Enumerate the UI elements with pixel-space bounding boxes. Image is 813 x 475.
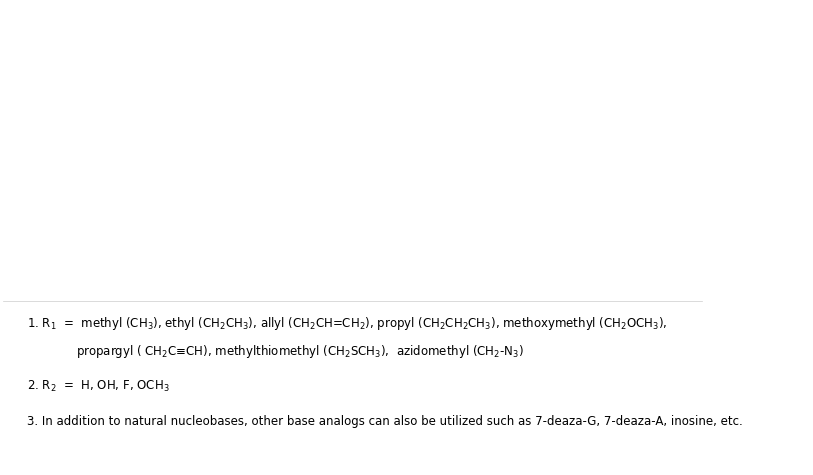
Text: 2. R$_2$  =  H, OH, F, OCH$_3$: 2. R$_2$ = H, OH, F, OCH$_3$: [28, 379, 170, 394]
FancyBboxPatch shape: [531, 21, 699, 287]
Text: propargyl ( CH$_2$C≡CH), methylthiomethyl (CH$_2$SCH$_3$),  azidomethyl (CH$_2$-: propargyl ( CH$_2$C≡CH), methylthiomethy…: [76, 343, 524, 360]
Text: 1. R$_1$  =  methyl (CH$_3$), ethyl (CH$_2$CH$_3$), allyl (CH$_2$CH=CH$_2$), pro: 1. R$_1$ = methyl (CH$_3$), ethyl (CH$_2…: [28, 315, 667, 332]
FancyBboxPatch shape: [531, 134, 699, 404]
FancyBboxPatch shape: [356, 21, 524, 287]
Text: 3. In addition to natural nucleobases, other base analogs can also be utilized s: 3. In addition to natural nucleobases, o…: [28, 415, 743, 428]
FancyBboxPatch shape: [7, 21, 174, 287]
FancyBboxPatch shape: [181, 134, 349, 404]
FancyBboxPatch shape: [356, 134, 524, 404]
FancyBboxPatch shape: [181, 21, 349, 287]
FancyBboxPatch shape: [7, 134, 174, 404]
